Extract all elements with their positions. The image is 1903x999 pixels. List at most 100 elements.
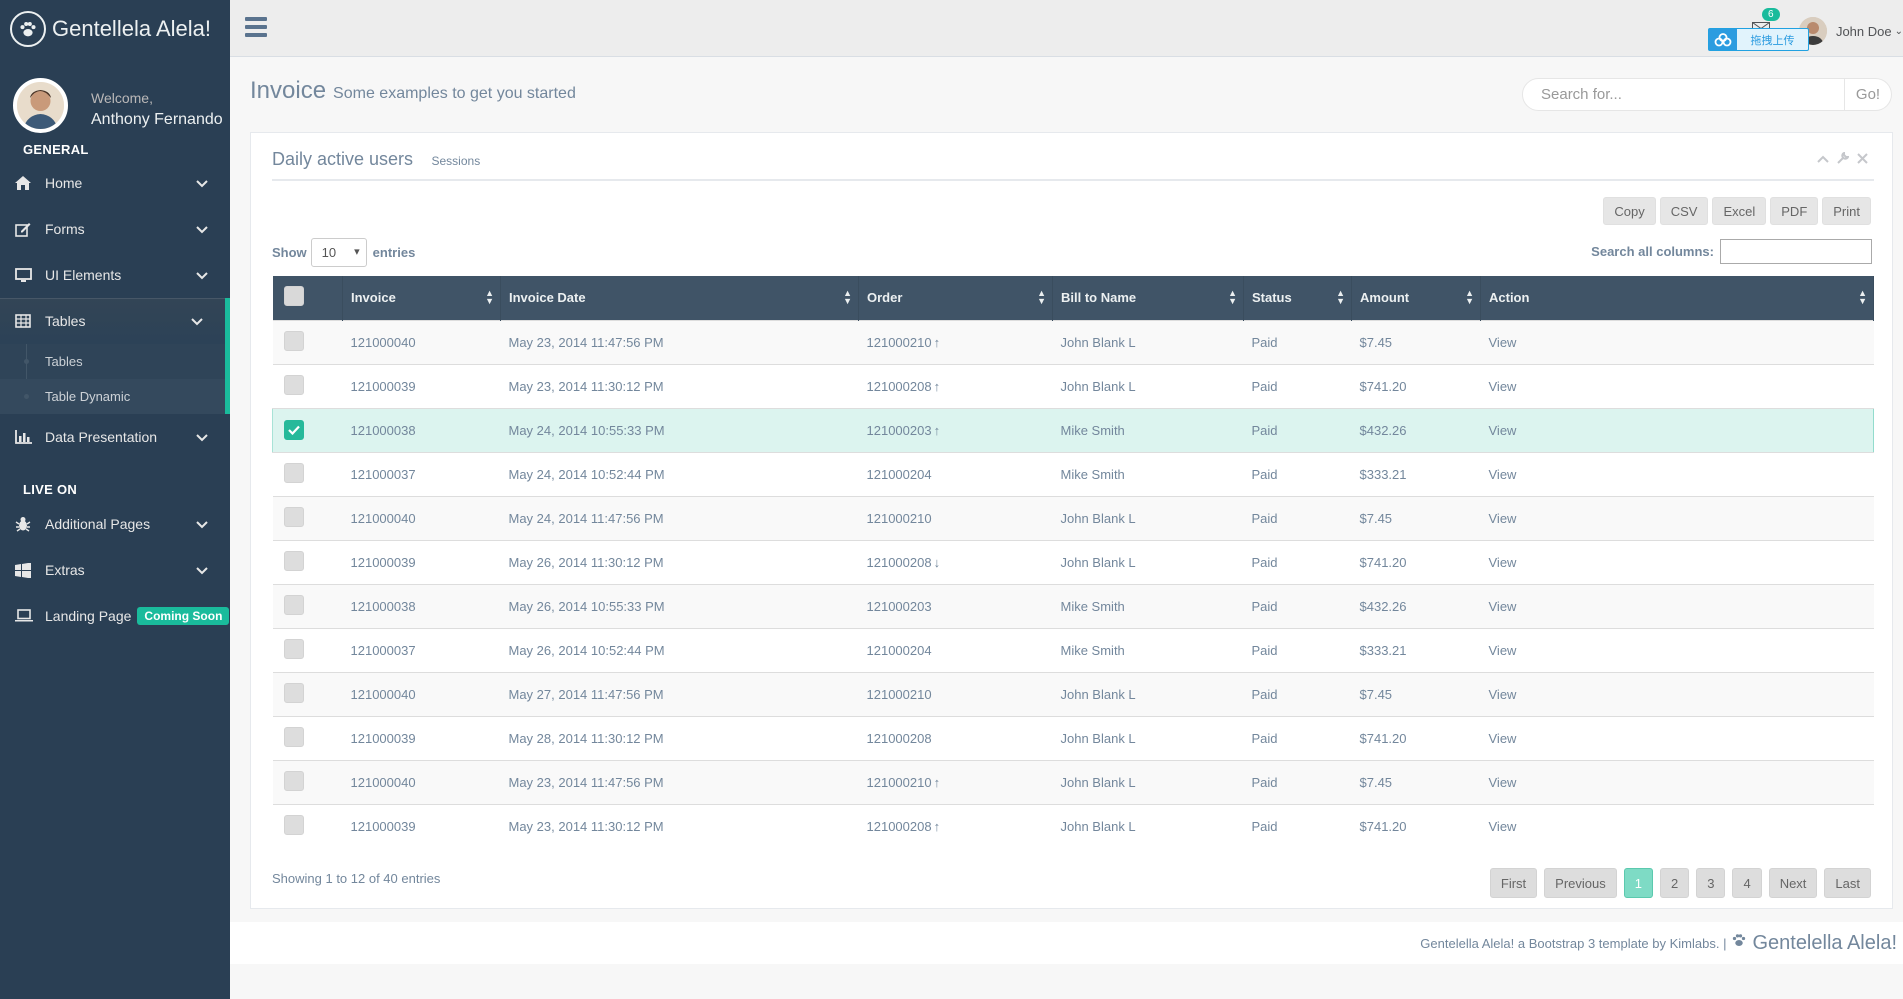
table-row[interactable]: 121000039 May 23, 2014 11:30:12 PM 1210002… bbox=[272, 363, 1874, 408]
order-cell: 121000204 bbox=[858, 451, 1053, 496]
view-link[interactable]: View bbox=[1480, 319, 1874, 364]
wrench-icon[interactable] bbox=[1837, 151, 1850, 169]
search-input[interactable] bbox=[1522, 78, 1845, 111]
entries-select[interactable]: 10 bbox=[310, 238, 367, 267]
column-header-order[interactable]: Order ▲ ▼ bbox=[858, 276, 1053, 320]
invoice-cell: 121000039 bbox=[342, 803, 501, 848]
status-cell: Paid bbox=[1243, 539, 1352, 584]
table-row[interactable]: 121000039 May 28, 2014 11:30:12 PM 1210002… bbox=[272, 715, 1874, 760]
table-info: Showing 1 to 12 of 40 entries bbox=[272, 871, 441, 886]
view-link[interactable]: View bbox=[1480, 715, 1874, 760]
view-link[interactable]: View bbox=[1480, 495, 1874, 540]
column-header-invoice-date[interactable]: Invoice Date ▲ ▼ bbox=[500, 276, 859, 320]
table-row[interactable]: 121000037 May 26, 2014 10:52:44 PM 1210002… bbox=[272, 627, 1874, 672]
pagination-previous[interactable]: Previous bbox=[1544, 868, 1617, 898]
upload-widget[interactable]: 拖拽上传 bbox=[1708, 28, 1809, 51]
row-checkbox[interactable] bbox=[284, 420, 304, 440]
pagination-1[interactable]: 1 bbox=[1623, 868, 1653, 898]
column-header-action[interactable]: Action ▲ ▼ bbox=[1480, 276, 1874, 320]
pdf-button[interactable]: PDF bbox=[1770, 197, 1819, 225]
print-button[interactable]: Print bbox=[1822, 197, 1871, 225]
collapse-icon[interactable] bbox=[1817, 151, 1829, 169]
upload-label: 拖拽上传 bbox=[1750, 34, 1795, 47]
column-header-status[interactable]: Status ▲ ▼ bbox=[1243, 276, 1352, 320]
view-link[interactable]: View bbox=[1480, 539, 1874, 584]
view-link[interactable]: View bbox=[1480, 627, 1874, 672]
invoice-date-cell: May 26, 2014 10:55:33 PM bbox=[500, 583, 859, 628]
chevron-down-icon bbox=[196, 175, 208, 191]
row-checkbox[interactable] bbox=[283, 594, 304, 615]
close-icon[interactable] bbox=[1857, 151, 1868, 169]
sidebar-item-additional-pages[interactable]: Additional Pages bbox=[0, 501, 230, 547]
table-row[interactable]: 121000040 May 24, 2014 11:47:56 PM 1210002… bbox=[272, 495, 1874, 540]
sidebar-item-home[interactable]: Home bbox=[0, 160, 230, 206]
pagination-first[interactable]: First bbox=[1489, 868, 1538, 898]
pagination-4[interactable]: 4 bbox=[1732, 868, 1762, 898]
table-row[interactable]: 121000038 May 26, 2014 10:55:33 PM 1210002… bbox=[272, 583, 1874, 628]
invoice-cell: 121000037 bbox=[342, 451, 501, 496]
sidebar-item-landing-page[interactable]: Landing Page Coming Soon bbox=[0, 593, 230, 639]
table-row[interactable]: 121000037 May 24, 2014 10:52:44 PM 1210002… bbox=[272, 451, 1874, 496]
sidebar-item-data-presentation[interactable]: Data Presentation bbox=[0, 414, 230, 460]
table-row[interactable]: 121000039 May 23, 2014 11:30:12 PM 1210002… bbox=[272, 803, 1874, 848]
submenu-item-table-dynamic[interactable]: Table Dynamic bbox=[0, 379, 225, 414]
column-header-amount[interactable]: Amount ▲ ▼ bbox=[1351, 276, 1481, 320]
table-row[interactable]: 121000040 May 23, 2014 11:47:56 PM 1210002… bbox=[272, 759, 1874, 804]
row-checkbox[interactable] bbox=[283, 506, 304, 527]
row-checkbox[interactable] bbox=[283, 814, 304, 835]
menu-toggle-icon[interactable] bbox=[245, 17, 267, 37]
row-checkbox[interactable] bbox=[283, 638, 304, 659]
bill-to-name-cell: Mike Smith bbox=[1052, 451, 1244, 496]
pagination-next[interactable]: Next bbox=[1768, 868, 1818, 898]
welcome-text: Welcome, bbox=[91, 90, 153, 106]
sidebar-item-ui-elements[interactable]: UI Elements bbox=[0, 252, 230, 298]
section-live-on: LIVE ON bbox=[23, 482, 78, 497]
select-all-checkbox[interactable] bbox=[283, 286, 304, 307]
arrow-up-icon: ↑ bbox=[933, 378, 941, 394]
view-link[interactable]: View bbox=[1480, 363, 1874, 408]
row-checkbox[interactable] bbox=[283, 682, 304, 703]
search-go-button[interactable]: Go! bbox=[1845, 78, 1892, 111]
table-row[interactable]: 121000039 May 26, 2014 11:30:12 PM 1210002… bbox=[272, 539, 1874, 584]
row-checkbox[interactable] bbox=[283, 374, 304, 395]
row-checkbox[interactable] bbox=[283, 726, 304, 747]
view-link[interactable]: View bbox=[1480, 759, 1874, 804]
view-link[interactable]: View bbox=[1480, 803, 1874, 848]
column-header-bill-to-name[interactable]: Bill to Name ▲ ▼ bbox=[1052, 276, 1244, 320]
desktop-icon bbox=[15, 266, 35, 284]
footer-brand-name: Gentelella Alela! bbox=[1752, 931, 1897, 954]
row-checkbox[interactable] bbox=[283, 462, 304, 483]
table-header-row: Invoice ▲ ▼ Invoice Date ▲ ▼ Order ▲ ▼ Bill to… bbox=[272, 276, 1874, 320]
status-cell: Paid bbox=[1243, 627, 1352, 672]
sidebar-item-extras[interactable]: Extras bbox=[0, 547, 230, 593]
invoice-cell: 121000038 bbox=[342, 583, 501, 628]
excel-button[interactable]: Excel bbox=[1712, 197, 1767, 225]
csv-button[interactable]: CSV bbox=[1659, 197, 1709, 225]
column-header-invoice[interactable]: Invoice ▲ ▼ bbox=[342, 276, 501, 320]
view-link[interactable]: View bbox=[1480, 583, 1874, 628]
table-row[interactable]: 121000040 May 23, 2014 11:47:56 PM 1210002… bbox=[272, 319, 1874, 364]
row-checkbox[interactable] bbox=[283, 550, 304, 571]
copy-button[interactable]: Copy bbox=[1603, 197, 1656, 225]
user-menu[interactable]: John Doe ⌄ bbox=[1798, 17, 1903, 45]
view-link[interactable]: View bbox=[1480, 671, 1874, 716]
sidebar-item-forms[interactable]: Forms bbox=[0, 206, 230, 252]
row-checkbox[interactable] bbox=[283, 770, 304, 791]
table-filter: Search all columns: bbox=[1591, 239, 1872, 264]
table-row[interactable]: 121000038 May 24, 2014 10:55:33 PM 1210002… bbox=[272, 407, 1874, 452]
pagination-last[interactable]: Last bbox=[1824, 868, 1871, 898]
order-cell: 121000204 bbox=[858, 627, 1053, 672]
pagination-3[interactable]: 3 bbox=[1696, 868, 1726, 898]
row-select-cell bbox=[272, 803, 343, 848]
brand[interactable]: Gentellela Alela! bbox=[0, 0, 230, 57]
view-link[interactable]: View bbox=[1480, 407, 1874, 452]
page-subtitle: Some examples to get you started bbox=[333, 85, 576, 102]
sidebar-item-tables[interactable]: Tables bbox=[0, 298, 230, 344]
table-row[interactable]: 121000040 May 27, 2014 11:47:56 PM 1210002… bbox=[272, 671, 1874, 716]
view-link[interactable]: View bbox=[1480, 451, 1874, 496]
pagination-2[interactable]: 2 bbox=[1659, 868, 1690, 898]
submenu-item-tables[interactable]: Tables bbox=[0, 344, 225, 379]
sort-icon: ▲ ▼ bbox=[1336, 288, 1345, 306]
row-checkbox[interactable] bbox=[283, 330, 304, 351]
filter-input[interactable] bbox=[1720, 239, 1872, 264]
